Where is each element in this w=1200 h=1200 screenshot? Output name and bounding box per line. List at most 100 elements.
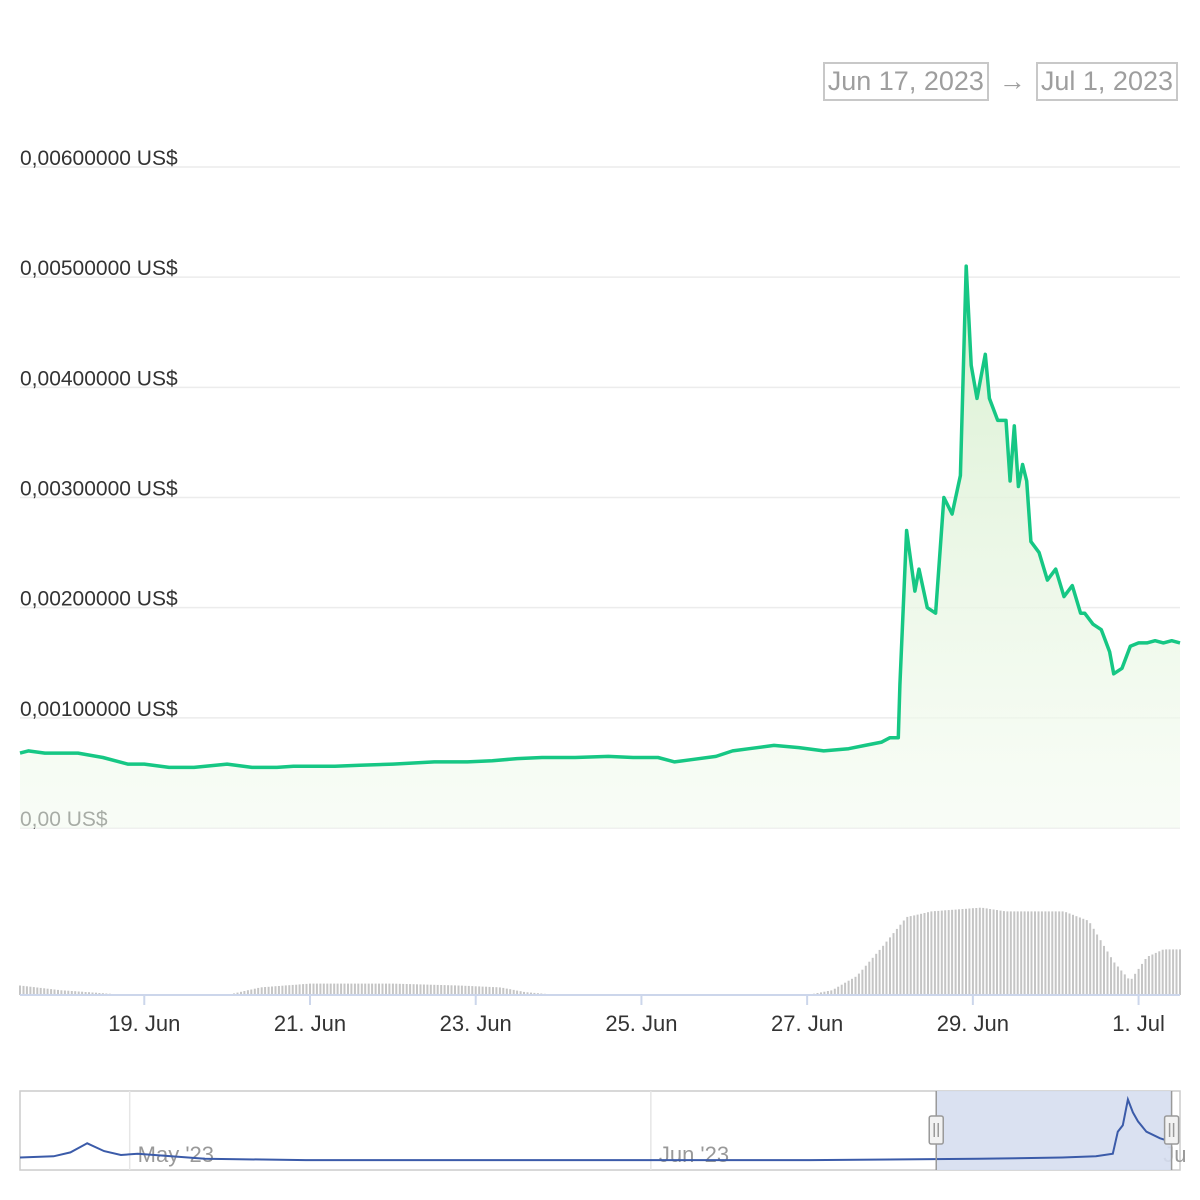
volume-bar [474,986,477,995]
x-tick-label: 25. Jun [605,1011,677,1036]
volume-bar [257,987,260,995]
volume-bar [878,949,881,995]
volume-bar [277,986,280,995]
date-to-input[interactable]: Jul 1, 2023 [1035,62,1178,101]
volume-bar [374,983,377,995]
volume-bar [899,924,902,995]
volume-bar [1154,952,1157,995]
volume-bar [492,987,494,995]
x-tick-label: 27. Jun [771,1011,843,1036]
volume-bar [1023,911,1026,995]
volume-bar [1103,945,1105,995]
volume-bar [823,991,826,995]
volume-bar [478,986,481,995]
volume-bar [940,910,943,995]
volume-bar [50,989,53,995]
volume-bar [305,983,308,995]
volume-bar [1009,911,1012,995]
volume-bar [989,909,992,995]
volume-bar [1002,911,1005,995]
volume-bar [25,986,28,995]
x-tick-label: 19. Jun [108,1011,180,1036]
volume-bar [288,985,291,995]
volume-bar [395,983,398,995]
date-from-input[interactable]: Jun 17, 2023 [822,62,989,101]
volume-bar [1168,949,1171,995]
volume-bar [1072,914,1074,995]
volume-bar [29,986,32,995]
volume-bar [1061,911,1064,995]
volume-bar [57,989,59,995]
volume-bar [333,983,336,995]
volume-bar [19,985,21,995]
volume-bar [81,991,84,995]
volume-bar [485,986,488,995]
volume-bar [882,945,885,995]
volume-bar [844,982,847,995]
volume-bar [53,989,56,995]
navigator-left-handle[interactable] [928,1115,944,1145]
volume-bar [246,990,249,995]
navigator-right-handle[interactable] [1163,1115,1180,1145]
y-tick-label: 0,00100000 US$ [20,698,178,721]
date-range-selector: Jun 17, 2023 → Jul 1, 2023 [822,62,1178,101]
volume-bar [892,933,895,995]
volume-bar [347,983,349,995]
volume-bar [385,983,387,995]
volume-bar [1172,949,1175,995]
volume-bar [889,937,891,995]
x-tick-label: 21. Jun [274,1011,346,1036]
volume-bar [530,992,532,995]
volume-bar [1068,913,1071,995]
volume-bar [281,985,284,995]
volume-bar [1130,978,1133,995]
volume-bar [1096,934,1099,995]
volume-bar [364,983,367,995]
volume-bar [837,986,840,995]
volume-bars [19,907,1181,995]
volume-bar [267,986,270,995]
volume-bar [1034,911,1036,995]
volume-bar [95,992,97,995]
volume-bar [519,991,522,995]
volume-bar [357,983,360,995]
volume-bar [512,989,515,995]
volume-bar [820,992,822,995]
x-tick-label: 1. Jul [1112,1011,1165,1036]
volume-bar [405,984,408,995]
volume-bar [516,990,519,995]
volume-bar [1120,970,1123,995]
volume-bar [77,991,80,995]
y-tick-label: 0,00500000 US$ [20,257,178,280]
volume-bar [965,908,967,995]
volume-bar [961,909,964,995]
volume-bar [367,983,370,995]
price-area [20,266,1180,829]
volume-bar [67,990,70,995]
volume-bar [340,983,343,995]
volume-bar [999,910,1002,995]
volume-bar [1161,949,1164,995]
volume-bar [1110,957,1112,995]
volume-bar [875,953,878,995]
volume-bar [864,965,867,995]
volume-bar [958,909,960,995]
volume-bar [1099,940,1102,995]
volume-bar [419,984,422,995]
volume-bar [36,987,39,995]
volume-bar [1092,928,1095,995]
volume-bar [302,984,305,995]
volume-bar [388,983,391,995]
volume-bar [854,976,857,995]
volume-bar [291,984,294,995]
volume-bar [284,985,287,995]
volume-bar [1040,911,1043,995]
volume-bar [927,912,929,995]
volume-bar [826,991,829,995]
navigator[interactable]: May '23 Jun '23 Ju [19,1090,1186,1171]
volume-bar [992,909,995,995]
volume-bar [481,986,484,995]
volume-bar [315,983,318,995]
volume-bar [60,990,63,995]
